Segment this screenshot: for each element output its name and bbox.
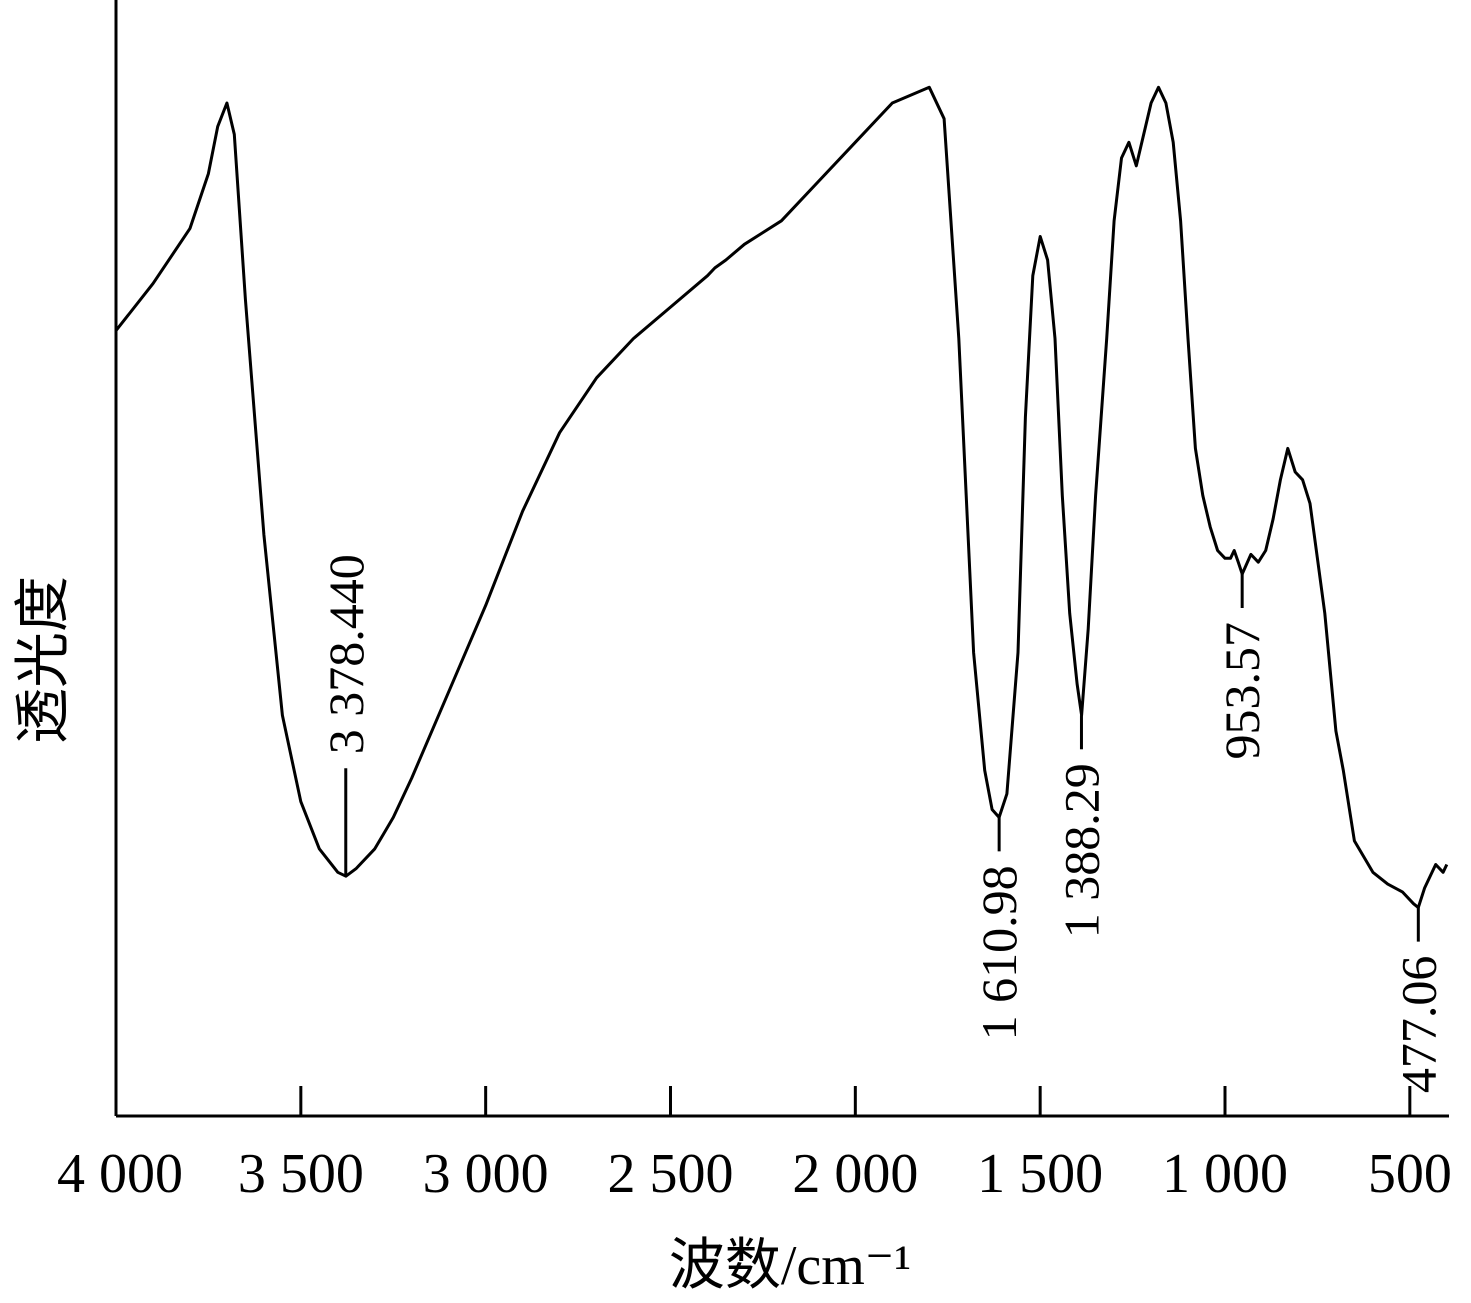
peak-annotations: 3 378.440 1 610.98 1 388.29 953.57 477.06 — [318, 554, 1447, 1093]
x-ticks: 4 000 3 500 3 000 2 500 2 000 1 500 1 000 500 — [57, 1086, 1452, 1205]
x-tick-label: 2 000 — [792, 1143, 918, 1205]
peak-annotation: 1 610.98 — [971, 817, 1027, 1040]
peak-annotation: 3 378.440 — [318, 554, 374, 877]
peak-label: 1 388.29 — [1053, 763, 1109, 938]
x-tick-label: 3 500 — [238, 1143, 364, 1205]
peak-label: 3 378.440 — [318, 554, 374, 754]
peak-label: 1 610.98 — [971, 865, 1027, 1040]
peak-annotation: 953.57 — [1214, 574, 1270, 760]
peak-annotation: 1 388.29 — [1053, 715, 1109, 938]
x-tick-label: 2 500 — [608, 1143, 734, 1205]
plot-area — [114, 0, 1449, 1118]
x-tick-label: 1 500 — [977, 1143, 1103, 1205]
x-tick-label: 1 000 — [1162, 1143, 1288, 1205]
x-tick-label: 3 000 — [423, 1143, 549, 1205]
spectrum-line — [114, 85, 1449, 910]
peak-label: 477.06 — [1390, 956, 1446, 1094]
peak-label: 953.57 — [1214, 622, 1270, 760]
y-axis-title: 透光度 — [13, 576, 75, 744]
peak-annotation: 477.06 — [1390, 907, 1446, 1094]
x-axis-title: 波数/cm⁻¹ — [669, 1235, 911, 1297]
x-tick-label: 4 000 — [57, 1143, 183, 1205]
x-tick-label: 500 — [1368, 1143, 1452, 1205]
